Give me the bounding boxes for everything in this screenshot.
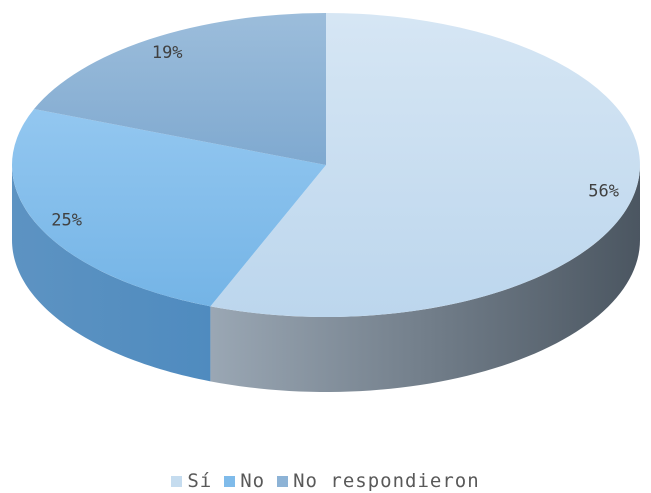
- legend-label-si: Sí: [187, 470, 213, 492]
- pie-slice-no-respondieron: [34, 13, 327, 165]
- legend-item-no-respondieron: No respondieron: [277, 470, 480, 492]
- legend-label-no: No: [240, 470, 266, 492]
- pie-side-si: [210, 165, 640, 392]
- legend-item-si: Sí: [171, 470, 212, 492]
- pie-slice-si: [210, 13, 640, 317]
- pie-slice-no: [12, 109, 326, 307]
- data-label-no-respondieron: 19%: [152, 43, 183, 63]
- legend-swatch-si: [171, 475, 183, 487]
- legend-swatch-no-respondieron: [277, 475, 289, 487]
- legend-item-no: No: [224, 470, 265, 492]
- data-label-no: 25%: [51, 210, 82, 230]
- pie-side-no: [12, 165, 211, 382]
- data-label-si: 56%: [588, 182, 619, 202]
- legend-swatch-no: [224, 475, 236, 487]
- legend: Sí No No respondieron: [0, 470, 651, 492]
- legend-label-no-respondieron: No respondieron: [293, 470, 480, 492]
